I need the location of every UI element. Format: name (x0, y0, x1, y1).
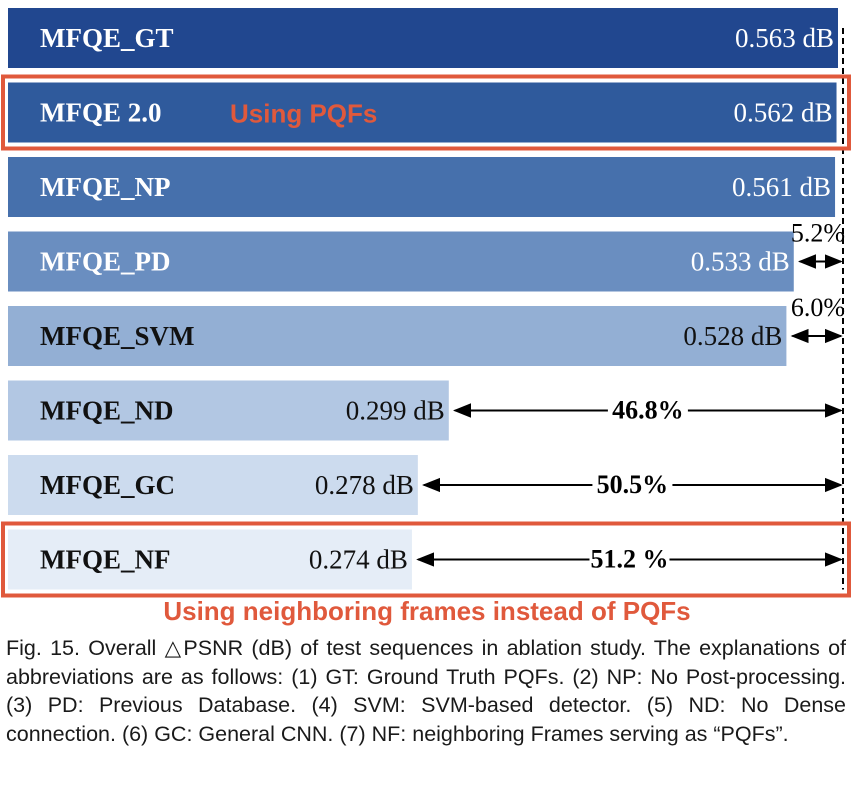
gap-label-5: 46.8% (612, 396, 684, 425)
category-label-7: MFQE_NF (40, 545, 170, 575)
value-label-7: 0.274 dB (309, 545, 408, 575)
bar-7 (8, 529, 412, 590)
value-label-2: 0.561 dB (732, 172, 831, 202)
figure-caption: Fig. 15. Overall △PSNR (dB) of test sequ… (6, 636, 846, 746)
gap-label-4: 6.0% (791, 293, 845, 322)
gap-label-7: 51.2 % (590, 545, 668, 574)
bar-3 (8, 231, 794, 292)
gap-label-bg-7 (589, 545, 670, 572)
bar-6 (8, 455, 418, 515)
bar-5 (8, 380, 449, 441)
gap-label-3: 5.2% (791, 219, 845, 248)
category-label-2: MFQE_NP (40, 172, 170, 202)
annotation-neighboring-frames: Using neighboring frames instead of PQFs (163, 596, 691, 626)
category-label-3: MFQE_PD (40, 247, 170, 277)
category-label-6: MFQE_GC (40, 470, 175, 500)
value-label-1: 0.562 dB (734, 98, 833, 128)
annotation-using-pqfs: Using PQFs (230, 99, 377, 129)
value-label-0: 0.563 dB (735, 23, 834, 53)
value-label-4: 0.528 dB (683, 321, 782, 351)
highlight-box-0 (1, 74, 851, 151)
bar-2 (8, 157, 836, 217)
gap-label-bg-6 (592, 471, 673, 497)
value-label-5: 0.299 dB (346, 396, 445, 426)
gap-label-bg-5 (607, 396, 688, 423)
value-label-3: 0.533 dB (691, 247, 790, 277)
bar-1 (8, 82, 837, 143)
bar-4 (8, 306, 787, 366)
category-label-0: MFQE_GT (40, 23, 174, 53)
category-label-5: MFQE_ND (40, 396, 173, 426)
ablation-bar-chart: MFQE_GT 0.563 dB MFQE 2.0 0.562 dB MFQE_NP 0.… (1, 8, 851, 598)
highlight-box-1 (1, 521, 851, 598)
bar-0 (8, 8, 838, 68)
category-label-4: MFQE_SVM (40, 321, 195, 351)
category-label-1: MFQE 2.0 (40, 98, 162, 128)
gap-label-6: 50.5% (597, 470, 669, 499)
value-label-6: 0.278 dB (315, 470, 414, 500)
